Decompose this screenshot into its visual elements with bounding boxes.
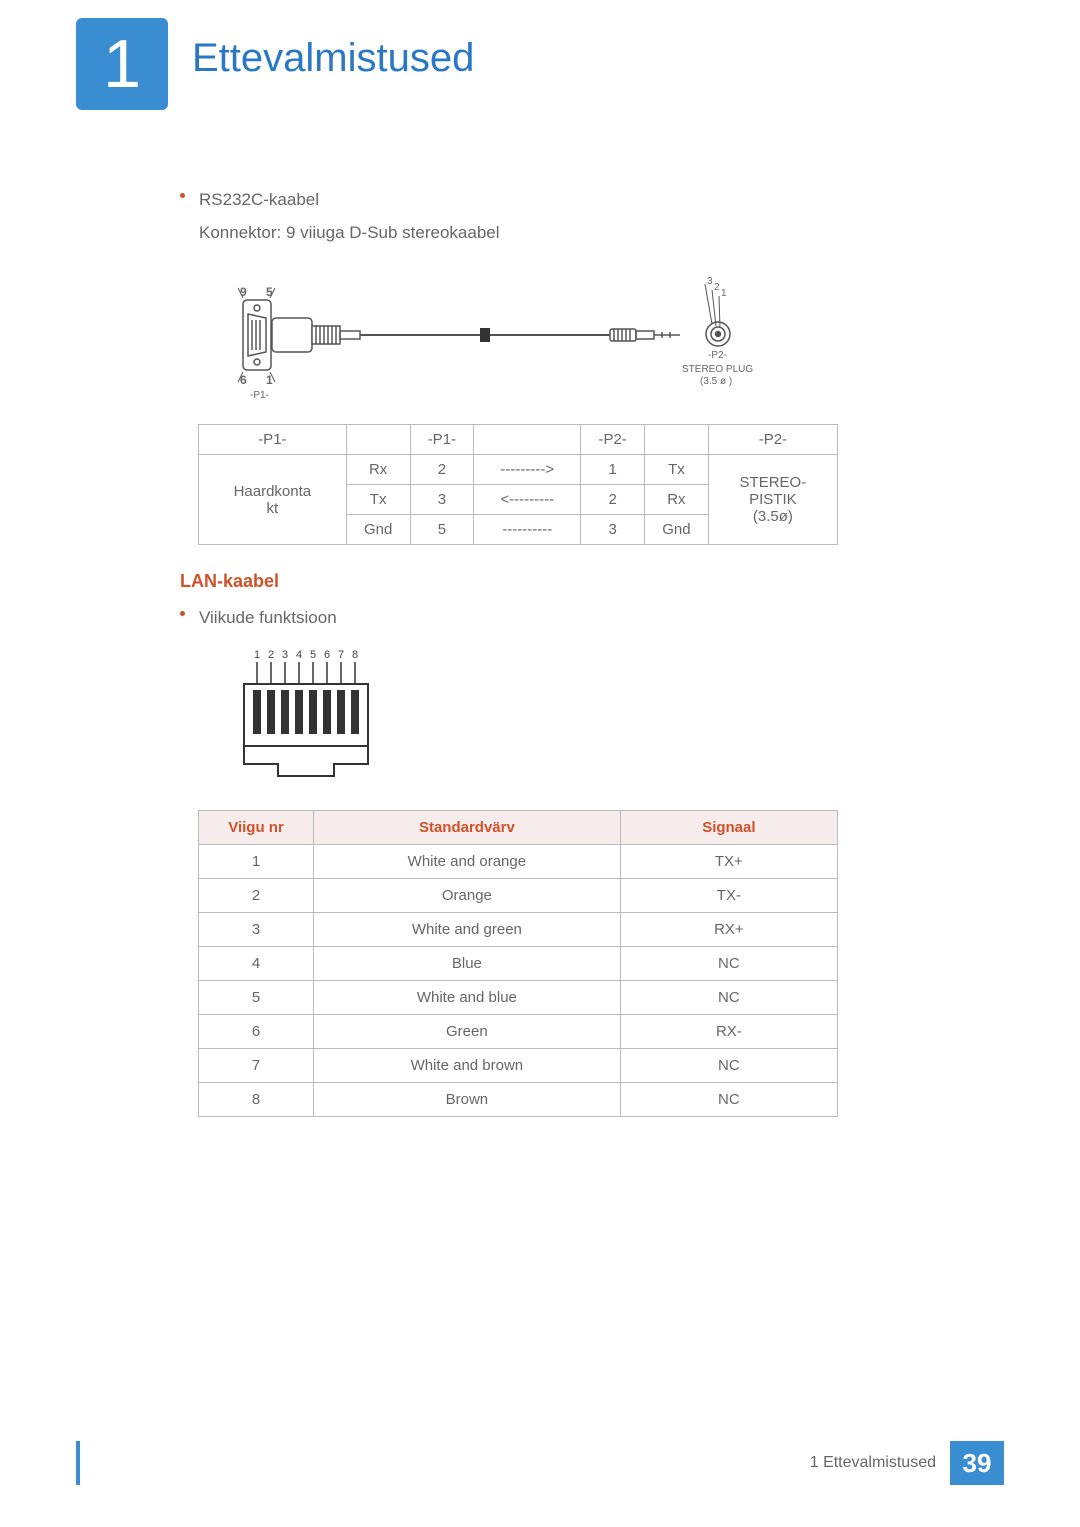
page-content: RS232C-kaabel Konnektor: 9 viiuga D-Sub …: [180, 186, 972, 1117]
footer-caption: 1 Ettevalmistused: [796, 1442, 950, 1484]
lan-h0: Viigu nr: [199, 810, 314, 844]
footer: 1 Ettevalmistused 39: [796, 1441, 1004, 1485]
table-row: 3White and greenRX+: [199, 912, 838, 946]
pinout-h1: [346, 425, 410, 455]
plug-line2: (3.5 ø ): [700, 376, 732, 387]
table-row: 7White and brownNC: [199, 1048, 838, 1082]
bullet-rs232: RS232C-kaabel: [180, 186, 972, 213]
svg-text:2: 2: [268, 649, 274, 661]
rj45-diagram: 1 2 3 4 5 6 7 8: [230, 646, 390, 786]
footer-stripe: [76, 1441, 80, 1485]
table-row: 4BlueNC: [199, 946, 838, 980]
plug-n3: 3: [707, 276, 713, 287]
lan-h2: Signaal: [620, 810, 837, 844]
svg-text:6: 6: [324, 649, 330, 661]
pinout-h2: -P1-: [410, 425, 474, 455]
chapter-number: 1: [103, 25, 141, 103]
bullet-icon: [180, 611, 185, 616]
svg-text:3: 3: [282, 649, 288, 661]
pinout-col6: STEREO- PISTIK (3.5ø): [708, 455, 837, 545]
pinout-h4: -P2-: [581, 425, 645, 455]
bullet-lan: Viikude funktsioon: [180, 604, 972, 631]
plug-n1: 1: [721, 288, 727, 299]
table-row: 5White and blueNC: [199, 980, 838, 1014]
svg-text:5: 5: [310, 649, 316, 661]
pinout-col0-l2: kt: [267, 500, 279, 517]
table-row: 6GreenRX-: [199, 1014, 838, 1048]
chapter-title: Ettevalmistused: [192, 36, 474, 81]
bullet-icon: [180, 193, 185, 198]
pinout-col0-l1: Haardkonta: [234, 483, 312, 500]
plug-line1: STEREO PLUG: [682, 364, 753, 375]
table-row: 2OrangeTX-: [199, 878, 838, 912]
lan-table-header: Viigu nr Standardvärv Signaal: [199, 810, 838, 844]
lan-bullet-text: Viikude funktsioon: [199, 604, 337, 631]
dsub-tl: 9: [240, 285, 247, 299]
plug-n2: 2: [714, 282, 720, 293]
plug-p2: -P2-: [708, 350, 727, 361]
lan-pin-table: Viigu nr Standardvärv Signaal 1White and…: [198, 810, 838, 1117]
pinout-h0: -P1-: [199, 425, 347, 455]
lan-h1: Standardvärv: [314, 810, 621, 844]
pinout-col0: Haardkonta kt: [199, 455, 347, 545]
svg-text:4: 4: [296, 649, 302, 661]
footer-page-number: 39: [950, 1441, 1004, 1485]
svg-text:7: 7: [338, 649, 344, 661]
rs232-pinout-table: -P1- -P1- -P2- -P2- Haardkonta kt Rx 2 -…: [198, 424, 838, 545]
svg-text:8: 8: [352, 649, 358, 661]
table-row: 8BrownNC: [199, 1082, 838, 1116]
pinout-row-1: Haardkonta kt Rx 2 ---------> 1 Tx STERE…: [199, 455, 838, 485]
rs232-label: RS232C-kaabel: [199, 186, 319, 213]
pinout-header-row: -P1- -P1- -P2- -P2-: [199, 425, 838, 455]
dsub-tr: 5: [266, 285, 273, 299]
pinout-h6: -P2-: [708, 425, 837, 455]
chapter-tab: 1: [76, 18, 168, 110]
rs232-connector-desc: Konnektor: 9 viiuga D-Sub stereokaabel: [199, 219, 972, 246]
dsub-caption: -P1-: [250, 390, 269, 401]
svg-text:1: 1: [254, 649, 260, 661]
rs232-cable-diagram: 9 5 6 1 -P1-: [210, 276, 770, 406]
table-row: 1White and orangeTX+: [199, 844, 838, 878]
pinout-h5: [645, 425, 709, 455]
lan-heading: LAN-kaabel: [180, 571, 972, 592]
pinout-h3: [474, 425, 581, 455]
